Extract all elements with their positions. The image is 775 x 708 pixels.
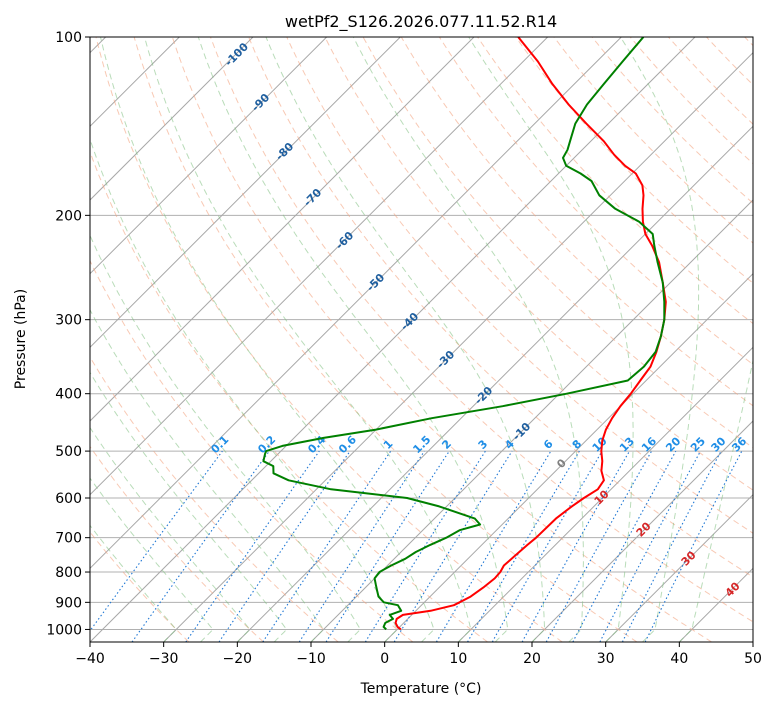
y-tick-label: 700 [55, 531, 82, 547]
mixing-ratio-line [545, 450, 653, 642]
dewpoint-profile [262, 37, 666, 631]
y-tick-label: 1000 [46, 622, 82, 638]
dry-adiabat-line [515, 37, 753, 284]
x-tick-label: 10 [449, 651, 467, 667]
moist-adiabat-line [90, 371, 288, 642]
chart-title: wetPf2_S126.2026.077.11.52.R14 [285, 12, 557, 32]
x-tick-label: 0 [380, 651, 389, 667]
dry-adiabat-line [400, 37, 753, 407]
x-tick-label: 30 [597, 651, 615, 667]
moist-adiabat-line [100, 37, 435, 642]
dry-adiabat-line [248, 37, 753, 578]
moist-adiabat-line [265, 37, 546, 642]
x-axis-label: Temperature (°C) [360, 681, 482, 697]
mixing-ratio-line [131, 450, 270, 642]
moist-adiabat-line [90, 426, 251, 642]
mixing-ratio-line [393, 450, 513, 642]
y-axis-label: Pressure (hPa) [13, 289, 29, 389]
y-tick-label: 500 [55, 444, 82, 460]
profiles [262, 37, 667, 631]
isotherm-line [457, 346, 753, 642]
mixing-ratio-line [90, 450, 223, 632]
background-lines [90, 37, 753, 642]
moist-adiabat-line [90, 234, 362, 642]
moist-adiabat-line [197, 37, 509, 642]
moist-adiabat-line [90, 477, 214, 642]
plot-frame [89, 36, 754, 643]
isotherm-line [90, 37, 549, 496]
x-tick-label: 40 [670, 651, 688, 667]
y-tick-label: 200 [55, 208, 82, 224]
mixing-ratio-line [521, 450, 630, 642]
dry-adiabat-line [210, 37, 753, 623]
isotherm-line [90, 37, 622, 570]
x-tick-label: −40 [75, 651, 105, 667]
isotherm-line [384, 272, 753, 642]
temperature-profile [394, 37, 667, 631]
moist-adiabat-line [352, 37, 584, 642]
x-tick-label: −30 [149, 651, 179, 667]
x-tick-label: −20 [223, 651, 253, 667]
x-tick-label: −10 [296, 651, 326, 667]
dry-adiabat-line [95, 37, 563, 642]
y-tick-label: 800 [55, 565, 82, 581]
isotherm-line [90, 37, 696, 642]
mixing-ratio-line [325, 450, 450, 642]
x-axis: −40 −30 −20 −10 0 10 20 30 40 50 [75, 642, 762, 667]
y-tick-label: 300 [55, 313, 82, 329]
dry-adiabat-line [438, 37, 753, 366]
isotherm-line [236, 125, 753, 642]
mixing-ratio-line [572, 450, 677, 642]
y-axis: 100 200 300 400 500 600 700 800 900 1000 [46, 30, 90, 638]
moist-adiabat-line [678, 358, 753, 642]
dry-adiabat-line [324, 37, 753, 491]
mixing-ratio-line [298, 450, 425, 642]
isotherm-line [163, 51, 753, 642]
y-tick-label: 100 [55, 30, 82, 46]
mixing-ratio-line [262, 450, 392, 642]
dry-adiabat-line [90, 445, 264, 642]
mixing-ratio-line [185, 450, 320, 642]
dry-adiabat-line [133, 37, 638, 642]
moist-adiabat-line [90, 308, 325, 642]
mixing-ratio-line [644, 450, 743, 642]
x-tick-label: 50 [744, 651, 762, 667]
isotherm-line [90, 37, 401, 349]
y-tick-label: 900 [55, 595, 82, 611]
isotherm-line [90, 37, 475, 422]
dry-adiabat-line [629, 37, 753, 165]
x-tick-label: 20 [523, 651, 541, 667]
isotherm-line [90, 37, 254, 201]
isotherm-line [90, 37, 328, 275]
y-tick-label: 600 [55, 491, 82, 507]
dry-adiabat-line [553, 37, 753, 244]
moist-adiabat-line [144, 37, 472, 642]
dry-adiabat-line [362, 37, 753, 449]
moist-adiabat-line [620, 37, 700, 642]
mixing-ratio-line [218, 450, 351, 642]
isotherm-line [531, 420, 753, 642]
y-tick-label: 400 [55, 387, 82, 403]
dry-adiabat-line [90, 259, 414, 642]
isotherm-line [605, 493, 753, 642]
